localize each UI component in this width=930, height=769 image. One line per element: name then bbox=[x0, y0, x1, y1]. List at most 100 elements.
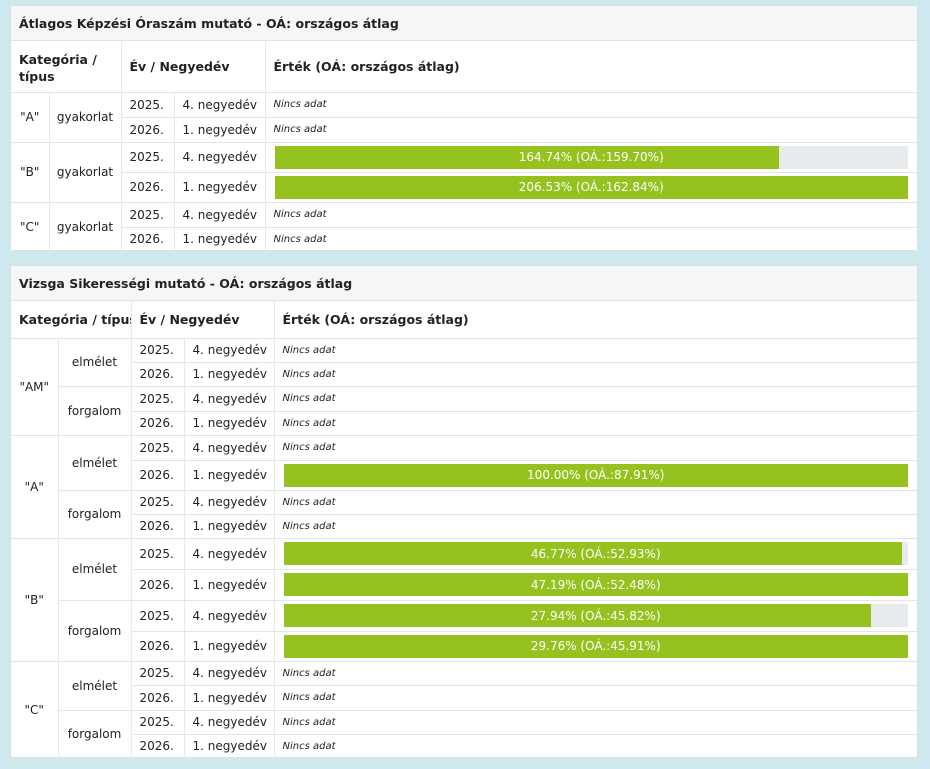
quarter-cell: 4. negyedév bbox=[174, 92, 266, 118]
header-value: Érték (OÁ: országos átlag) bbox=[265, 41, 917, 93]
year-cell: 2025. bbox=[131, 538, 185, 570]
quarter-cell: 4. negyedév bbox=[184, 435, 275, 461]
progress-fill bbox=[283, 573, 908, 596]
table-row: 2026. 1. negyedév 29.76% (OÁ.:45.91%) bbox=[11, 631, 917, 662]
progress-label: 47.19% (OÁ.:52.48%) bbox=[530, 577, 661, 592]
training-hours-table: Kategória / típus Év / Negyedév Érték (O… bbox=[11, 41, 917, 252]
no-data-cell: Nincs adat bbox=[274, 514, 917, 539]
training-hours-panel: Átlagos Képzési Óraszám mutató - OÁ: ors… bbox=[10, 5, 918, 252]
table-row: "B" gyakorlat 2025. 4. negyedév 164.74% … bbox=[11, 142, 917, 203]
exam-success-table: Kategória / típus Év / Negyedév Érték (O… bbox=[11, 301, 917, 759]
table-row: forgalom 2025. 4. negyedév Nincs adat bbox=[11, 386, 917, 436]
panel-title: Vizsga Sikerességi mutató - OÁ: országos… bbox=[11, 266, 917, 301]
progress-label: 27.94% (OÁ.:45.82%) bbox=[530, 608, 661, 623]
year-cell: 2025. bbox=[131, 661, 185, 686]
year-cell: 2025. bbox=[131, 338, 185, 363]
progress-bar: 29.76% (OÁ.:45.91%) bbox=[283, 634, 908, 658]
quarter-cell: 1. negyedév bbox=[184, 411, 275, 436]
progress-label: 100.00% (OÁ.:87.91%) bbox=[527, 468, 665, 482]
progress-fill bbox=[274, 145, 780, 169]
year-cell: 2025. bbox=[121, 202, 175, 228]
no-data-cell: Nincs adat bbox=[265, 227, 917, 252]
value-cell: 100.00% (OÁ.:87.91%) bbox=[274, 460, 917, 491]
progress-label: 164.74% (OÁ.:159.70%) bbox=[518, 150, 664, 164]
category-cell: "A" bbox=[11, 435, 59, 539]
quarter-cell: 4. negyedév bbox=[184, 710, 275, 735]
type-cell: forgalom bbox=[58, 710, 132, 759]
type-cell: forgalom bbox=[58, 600, 132, 662]
table-row: "C" elmélet 2025. 4. negyedév Nincs adat bbox=[11, 661, 917, 759]
progress-label: 46.77% (OÁ.:52.93%) bbox=[530, 546, 661, 561]
quarter-cell: 4. negyedév bbox=[174, 142, 266, 173]
quarter-cell: 4. negyedév bbox=[184, 600, 275, 632]
quarter-cell: 4. negyedév bbox=[174, 202, 266, 228]
table-row: forgalom 2025. 4. negyedév 27.94% (OÁ.:45.… bbox=[11, 600, 917, 662]
year-cell: 2026. bbox=[121, 227, 175, 252]
no-data-cell: Nincs adat bbox=[274, 411, 917, 436]
type-cell: elmélet bbox=[58, 338, 132, 387]
no-data-cell: Nincs adat bbox=[274, 490, 917, 515]
no-data-cell: Nincs adat bbox=[274, 710, 917, 735]
quarter-cell: 1. negyedév bbox=[184, 631, 275, 662]
table-row: 2026. 1. negyedév 206.53% (OÁ.:162.84%) bbox=[11, 172, 917, 203]
table-row: "AM" elmélet 2025. 4. negyedév Nincs adat bbox=[11, 338, 917, 436]
category-cell: "C" bbox=[11, 202, 50, 252]
year-cell: 2025. bbox=[131, 490, 185, 515]
type-cell: gyakorlat bbox=[49, 142, 122, 203]
progress-bar: 164.74% (OÁ.:159.70%) bbox=[274, 145, 908, 169]
category-cell: "C" bbox=[11, 661, 59, 759]
table-row: 2026. 1. negyedév Nincs adat bbox=[11, 117, 917, 143]
progress-bar: 46.77% (OÁ.:52.93%) bbox=[283, 542, 908, 565]
no-data-cell: Nincs adat bbox=[274, 386, 917, 412]
category-cell: "A" bbox=[11, 92, 50, 143]
quarter-cell: 1. negyedév bbox=[174, 172, 266, 203]
table-row: 2026. 1. negyedév 100.00% (OÁ.:87.91%) bbox=[11, 460, 917, 491]
no-data-cell: Nincs adat bbox=[274, 685, 917, 711]
year-cell: 2025. bbox=[131, 435, 185, 461]
year-cell: 2026. bbox=[131, 411, 185, 436]
exam-success-panel: Vizsga Sikerességi mutató - OÁ: országos… bbox=[10, 265, 918, 759]
type-cell: forgalom bbox=[58, 490, 132, 539]
quarter-cell: 1. negyedév bbox=[184, 514, 275, 539]
progress-bar: 206.53% (OÁ.:162.84%) bbox=[274, 175, 908, 199]
quarter-cell: 4. negyedév bbox=[184, 338, 275, 363]
quarter-cell: 4. negyedév bbox=[184, 490, 275, 515]
table-row: "A" elmélet 2025. 4. negyedév Nincs adat bbox=[11, 435, 917, 539]
no-data-cell: Nincs adat bbox=[274, 435, 917, 461]
quarter-cell: 1. negyedév bbox=[174, 227, 266, 252]
no-data-cell: Nincs adat bbox=[265, 117, 917, 143]
quarter-cell: 1. negyedév bbox=[184, 734, 275, 759]
progress-fill bbox=[283, 634, 908, 658]
type-cell: gyakorlat bbox=[49, 202, 122, 252]
value-cell: 46.77% (OÁ.:52.93%) bbox=[274, 538, 917, 570]
progress-label: 29.76% (OÁ.:45.91%) bbox=[530, 639, 661, 653]
year-cell: 2026. bbox=[131, 460, 185, 491]
year-cell: 2025. bbox=[131, 600, 185, 632]
table-header-row: Kategória / típus Év / Negyedév Érték (O… bbox=[11, 41, 917, 93]
year-cell: 2025. bbox=[131, 386, 185, 412]
year-cell: 2026. bbox=[121, 172, 175, 203]
progress-label: 206.53% (OÁ.:162.84%) bbox=[518, 180, 664, 194]
table-row: 2026. 1. negyedév Nincs adat bbox=[11, 514, 917, 539]
header-period: Év / Negyedév bbox=[131, 301, 275, 339]
table-row: 2026. 1. negyedév Nincs adat bbox=[11, 734, 917, 759]
table-row: forgalom 2025. 4. negyedév Nincs adat bbox=[11, 710, 917, 759]
progress-bar: 100.00% (OÁ.:87.91%) bbox=[283, 463, 908, 487]
quarter-cell: 1. negyedév bbox=[184, 685, 275, 711]
table-header-row: Kategória / típus Év / Negyedév Érték (O… bbox=[11, 301, 917, 339]
no-data-cell: Nincs adat bbox=[265, 202, 917, 228]
table-row: 2026. 1. negyedév Nincs adat bbox=[11, 362, 917, 387]
year-cell: 2026. bbox=[131, 734, 185, 759]
quarter-cell: 4. negyedév bbox=[184, 386, 275, 412]
year-cell: 2026. bbox=[131, 362, 185, 387]
progress-fill bbox=[283, 463, 908, 487]
category-cell: "B" bbox=[11, 142, 50, 203]
quarter-cell: 4. negyedév bbox=[184, 661, 275, 686]
header-period: Év / Negyedév bbox=[121, 41, 266, 93]
quarter-cell: 1. negyedév bbox=[174, 117, 266, 143]
value-cell: 164.74% (OÁ.:159.70%) bbox=[265, 142, 917, 173]
progress-bar: 27.94% (OÁ.:45.82%) bbox=[283, 604, 908, 627]
panel-title: Átlagos Képzési Óraszám mutató - OÁ: ors… bbox=[11, 6, 917, 41]
progress-fill bbox=[283, 542, 902, 565]
table-row: 2026. 1. negyedév Nincs adat bbox=[11, 227, 917, 252]
